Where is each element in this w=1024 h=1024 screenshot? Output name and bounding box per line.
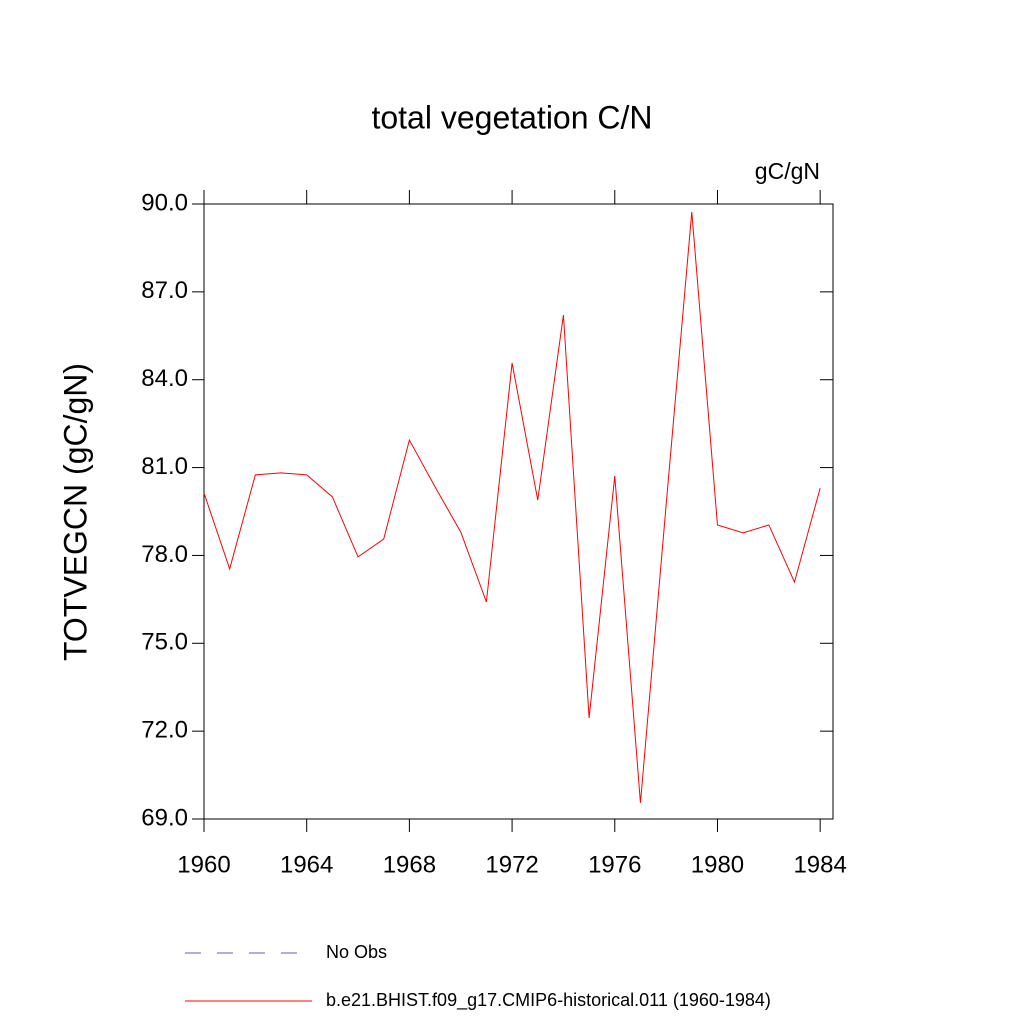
y-tick-label: 69.0 [141, 804, 188, 831]
x-tick-label: 1964 [280, 851, 333, 878]
y-axis-label: TOTVEGCN (gC/gN) [57, 363, 93, 661]
y-tick-label: 90.0 [141, 189, 188, 216]
plot-frame [203, 203, 834, 820]
y-tick-label: 75.0 [141, 629, 188, 656]
y-tick-label: 81.0 [141, 453, 188, 480]
y-tick-label: 84.0 [141, 365, 188, 392]
y-tick-label: 87.0 [141, 277, 188, 304]
x-tick-label: 1976 [588, 851, 641, 878]
y-tick-label: 72.0 [141, 716, 188, 743]
x-tick-label: 1980 [691, 851, 744, 878]
units-label: gC/gN [755, 158, 820, 184]
x-tick-label: 1972 [485, 851, 538, 878]
legend-label: b.e21.BHIST.f09_g17.CMIP6-historical.011… [326, 990, 771, 1011]
y-tick-label: 78.0 [141, 541, 188, 568]
x-tick-label: 1968 [383, 851, 436, 878]
x-tick-label: 1960 [177, 851, 230, 878]
data-line [203, 211, 821, 803]
legend-label: No Obs [326, 942, 387, 962]
chart-title: total vegetation C/N [371, 99, 652, 135]
x-tick-label: 1984 [793, 851, 846, 878]
